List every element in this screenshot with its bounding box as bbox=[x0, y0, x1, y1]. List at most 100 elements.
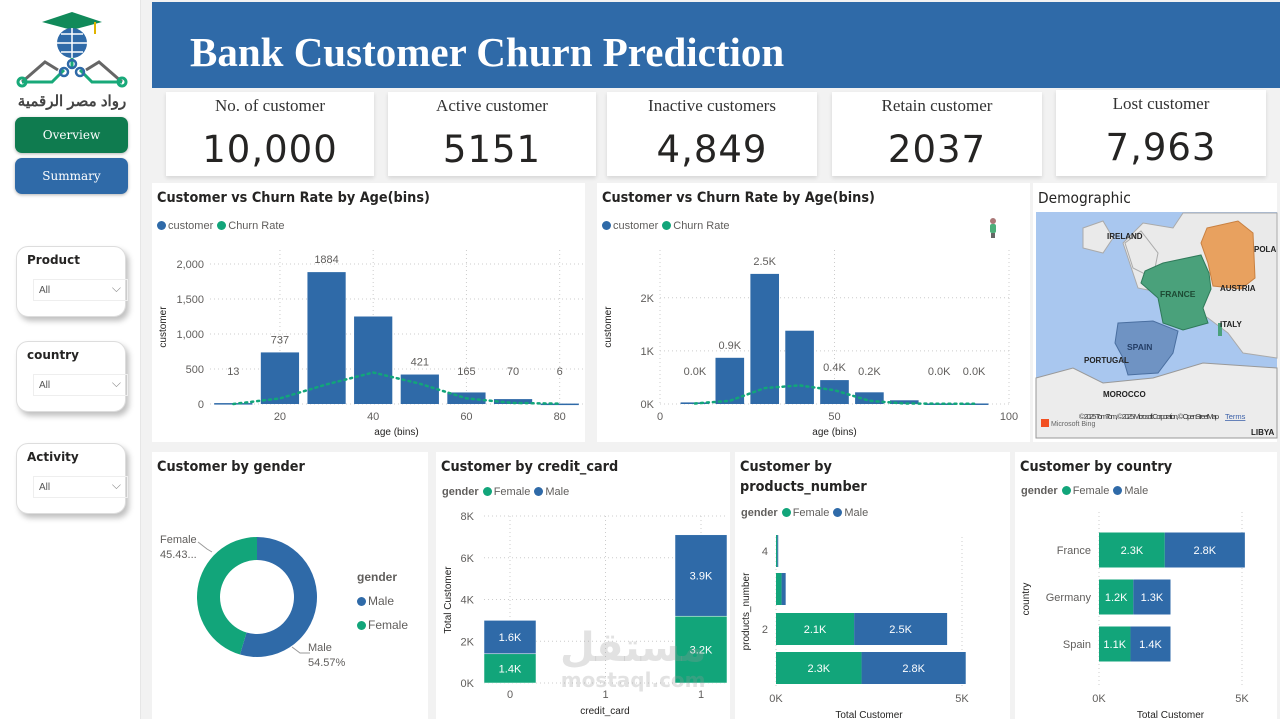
leader-line bbox=[291, 646, 310, 654]
legend-item[interactable]: Male bbox=[1124, 485, 1149, 497]
legend-item[interactable]: Male bbox=[844, 507, 869, 519]
legend-item[interactable]: Churn Rate bbox=[673, 220, 730, 232]
legend-item[interactable]: Female bbox=[792, 507, 830, 519]
demographic-map-panel: Demographic IRELAND POLA FRANCE AUSTRIA … bbox=[1033, 183, 1278, 442]
bar-female[interactable] bbox=[1099, 532, 1165, 568]
header-banner: Bank Customer Churn Prediction bbox=[152, 2, 1280, 88]
credit-card-chart-panel: Customer by credit_card gender Female Male… bbox=[436, 452, 730, 719]
bar-male[interactable] bbox=[854, 613, 948, 645]
bar-female[interactable] bbox=[1099, 626, 1131, 662]
x-tick-label: 20 bbox=[274, 411, 286, 423]
bar-male[interactable] bbox=[1130, 626, 1171, 662]
data-label: 2.5K bbox=[753, 256, 776, 268]
slice-female[interactable] bbox=[196, 537, 257, 655]
product-dropdown[interactable]: All ⌵ bbox=[33, 279, 128, 301]
country-dropdown[interactable]: All ⌵ bbox=[33, 374, 128, 396]
y-axis-title: customer bbox=[158, 306, 169, 348]
bar-female[interactable] bbox=[776, 573, 782, 605]
data-label: 1.3K bbox=[1141, 592, 1164, 604]
map-region-france[interactable] bbox=[1140, 254, 1212, 331]
legend-title: gender bbox=[357, 570, 398, 584]
bar[interactable] bbox=[493, 399, 533, 404]
bar-male[interactable] bbox=[1164, 532, 1245, 568]
bar[interactable] bbox=[889, 400, 919, 404]
y-tick-label: 2K bbox=[641, 293, 655, 305]
chart-legend: gender Female Male bbox=[741, 507, 869, 519]
bar[interactable] bbox=[354, 316, 393, 405]
bar-male[interactable] bbox=[674, 534, 728, 617]
summary-button[interactable]: Summary bbox=[15, 158, 128, 194]
kpi-card-inactive: Inactive customers 4,849 bbox=[607, 92, 817, 176]
bar[interactable] bbox=[750, 273, 780, 404]
y-axis-title: country bbox=[1021, 583, 1032, 616]
y-tick-label: 2K bbox=[461, 636, 475, 648]
data-label: 0.0K bbox=[684, 366, 707, 378]
bar-female[interactable] bbox=[483, 653, 537, 684]
chart-legend: gender Female Male bbox=[1021, 485, 1149, 497]
data-label: 0.2K bbox=[858, 366, 881, 378]
kpi-card-customers: No. of customer 10,000 bbox=[166, 92, 374, 176]
map-copyright: © 2025 TomTom, © 2025 Microsoft Corporat… bbox=[1079, 412, 1219, 421]
map-region-spain[interactable] bbox=[1114, 320, 1179, 376]
map-region-germany[interactable] bbox=[1200, 220, 1256, 290]
bar-male[interactable] bbox=[483, 620, 537, 655]
data-label: 0.4K bbox=[823, 362, 846, 374]
data-label: 70 bbox=[507, 366, 519, 378]
legend-item[interactable]: Male bbox=[545, 486, 570, 498]
data-label: 3.9K bbox=[690, 570, 713, 582]
bar-female[interactable] bbox=[776, 652, 862, 684]
bar-female[interactable] bbox=[674, 615, 728, 684]
bar-female[interactable] bbox=[1099, 579, 1134, 615]
bar[interactable] bbox=[400, 374, 439, 404]
map-label: LIBYA bbox=[1251, 428, 1274, 437]
bar-female[interactable] bbox=[776, 535, 778, 567]
legend-item[interactable]: customer bbox=[168, 220, 214, 232]
slice-label: 45.43... bbox=[160, 549, 197, 561]
overview-button[interactable]: Overview bbox=[15, 117, 128, 153]
product-slicer: Product All ⌵ bbox=[16, 246, 128, 317]
demographic-map[interactable]: IRELAND POLA FRANCE AUSTRIA ITALY SPAIN … bbox=[1033, 183, 1278, 442]
x-tick-label: 1 bbox=[698, 689, 704, 701]
bar[interactable] bbox=[260, 352, 300, 404]
data-label: 0.0K bbox=[928, 366, 951, 378]
gender-donut-chart: Male 54.57% Female 45.43... bbox=[160, 534, 346, 669]
age-chart-panel-2: Customer vs Churn Rate by Age(bins) cust… bbox=[597, 183, 1030, 442]
bar[interactable] bbox=[820, 380, 849, 404]
activity-dropdown[interactable]: All ⌵ bbox=[33, 476, 128, 498]
data-label: 6 bbox=[557, 366, 563, 378]
bar[interactable] bbox=[855, 392, 884, 404]
person-icon bbox=[990, 218, 996, 238]
x-tick-label: 80 bbox=[554, 411, 566, 423]
bar-male[interactable] bbox=[781, 573, 786, 605]
kpi-value: 7,963 bbox=[1105, 126, 1217, 169]
bar-male[interactable] bbox=[1133, 579, 1171, 615]
bar[interactable] bbox=[785, 330, 814, 404]
chart-title: Customer by country bbox=[1020, 459, 1173, 475]
legend-item[interactable]: customer bbox=[613, 220, 659, 232]
map-label: IRELAND bbox=[1107, 232, 1143, 241]
y-tick-label: 8K bbox=[461, 511, 475, 523]
data-label: 1.4K bbox=[499, 663, 522, 675]
legend-item[interactable]: Male bbox=[357, 589, 408, 613]
age-chart-1: 0 500 1,000 1,500 2,000 20 40 60 80 13 737 1884 421 1… bbox=[158, 250, 583, 438]
x-axis-title: age (bins) bbox=[812, 427, 856, 438]
bar-male[interactable] bbox=[861, 652, 966, 684]
slice-male[interactable] bbox=[240, 537, 317, 657]
bar-female[interactable] bbox=[776, 613, 855, 645]
kpi-card-retain: Retain customer 2037 bbox=[832, 92, 1042, 176]
chart-title: Customer vs Churn Rate by Age(bins) bbox=[157, 190, 430, 206]
map-label: SPAIN bbox=[1127, 342, 1152, 352]
legend-item[interactable]: Female bbox=[493, 486, 531, 498]
kpi-value: 5151 bbox=[442, 128, 542, 171]
y-tick-label: 0 bbox=[198, 399, 204, 411]
bar-male[interactable] bbox=[777, 535, 779, 567]
map-terms-link[interactable]: Terms bbox=[1225, 412, 1246, 421]
legend-item[interactable]: Female bbox=[357, 613, 408, 637]
legend-item[interactable]: Churn Rate bbox=[228, 220, 285, 232]
kpi-value: 10,000 bbox=[202, 128, 338, 171]
bar[interactable] bbox=[715, 357, 745, 404]
legend-item[interactable]: Female bbox=[1072, 485, 1110, 497]
country-slicer: country All ⌵ bbox=[16, 341, 128, 412]
chevron-down-icon: ⌵ bbox=[111, 478, 121, 492]
bar[interactable] bbox=[540, 403, 579, 406]
